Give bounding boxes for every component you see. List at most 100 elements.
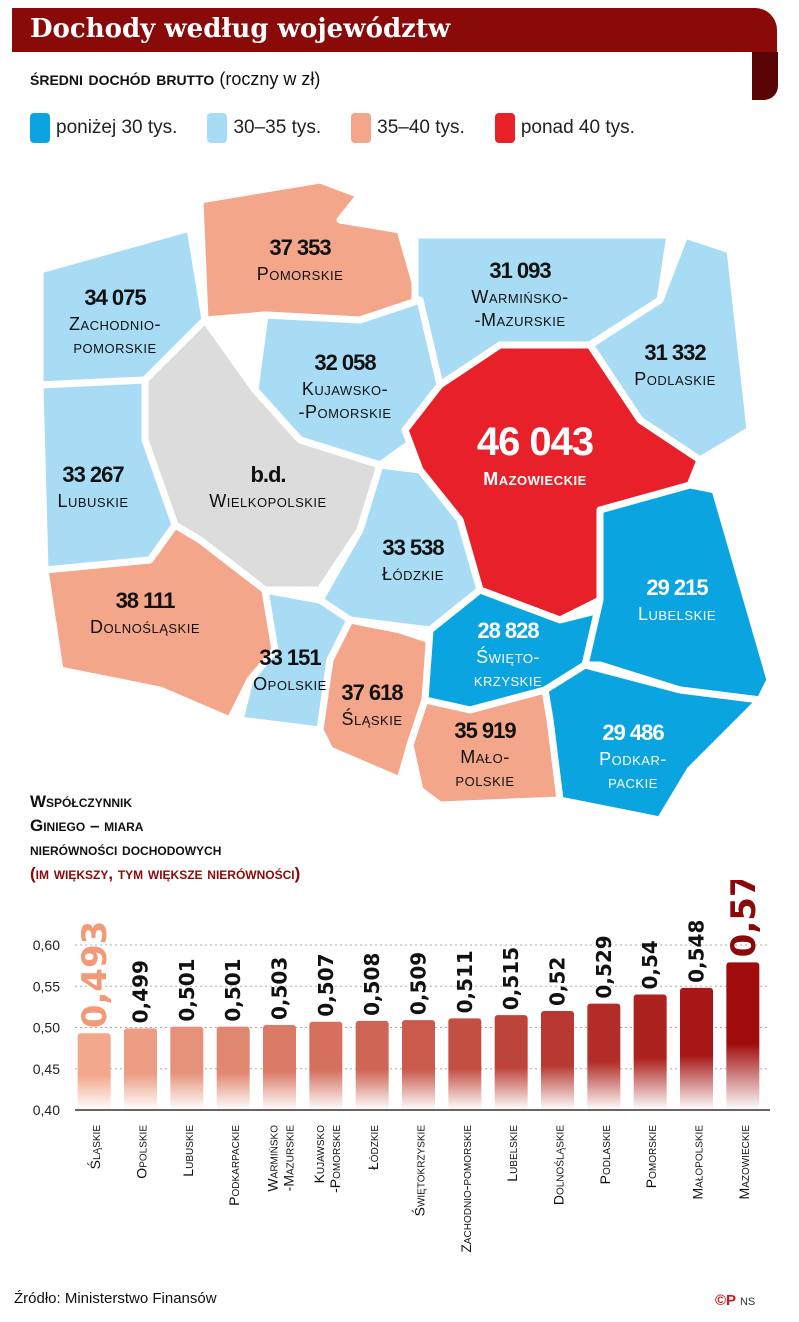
legend-item: poniżej 30 tys. — [30, 113, 177, 143]
region-name: packie — [608, 772, 658, 792]
logo-initials: NS — [739, 1296, 756, 1308]
gini-subtitle: (im większy, tym większe nierówności) — [30, 864, 301, 883]
bar — [77, 1033, 111, 1110]
region-name: Lubelskie — [638, 604, 716, 624]
region-value: 28 828 — [477, 618, 539, 643]
bar — [124, 1028, 157, 1110]
region-slaskie — [316, 616, 434, 784]
gini-title-line: Współczynnik — [30, 792, 133, 811]
region-name: Podkar- — [599, 749, 667, 769]
x-tick-label: -Mazurskie — [281, 1125, 297, 1192]
region-name: Mało- — [460, 747, 510, 767]
bar-value-label: 0,529 — [592, 935, 616, 998]
y-tick-label: 0,60 — [33, 937, 60, 953]
region-name: Lubuskie — [57, 491, 128, 511]
publisher-logo: ©P NS — [715, 1292, 755, 1309]
bar-value-label: 0,548 — [685, 920, 709, 983]
bar — [494, 1015, 528, 1110]
region-name: Mazowieckie — [483, 469, 587, 489]
x-tick-label: Małopolskie — [690, 1125, 706, 1200]
region-name: Podlaskie — [634, 369, 716, 389]
bar — [216, 1026, 250, 1110]
legend-swatch — [30, 113, 50, 143]
gini-bar-chart: 0,40 0,45 0,50 0,55 0,60 0,493 Śląskie 0,499 Opo… — [33, 880, 770, 1253]
region-name: polskie — [455, 770, 514, 790]
subtitle-unit: (roczny w zł) — [219, 69, 321, 89]
region-value: 29 486 — [602, 720, 664, 745]
bar — [263, 1025, 296, 1110]
bar-value-label: 0,507 — [314, 953, 338, 1016]
x-tick-label: Opolskie — [134, 1125, 150, 1179]
region-value: 46 043 — [477, 420, 593, 464]
bar — [309, 1021, 343, 1110]
region-name: Warmińsko- — [471, 287, 568, 307]
x-tick-label: Lubelskie — [504, 1125, 520, 1182]
title-banner — [12, 8, 777, 52]
bar-value-label: 0,511 — [453, 950, 477, 1013]
bar-value-label: 0,501 — [221, 958, 245, 1021]
bar-value-label: 0,493 — [75, 921, 115, 1029]
y-tick-label: 0,50 — [33, 1020, 60, 1036]
bar — [680, 987, 713, 1110]
y-tick-label: 0,45 — [33, 1061, 60, 1077]
page-title: Dochody według województw — [30, 14, 451, 44]
bar — [726, 962, 760, 1110]
region-value: 33 267 — [62, 462, 124, 487]
region-name: Zachodnio- — [69, 314, 161, 334]
bar — [355, 1020, 389, 1110]
region-name: -Pomorskie — [298, 402, 391, 422]
logo-mark: ©P — [715, 1292, 737, 1309]
legend: poniżej 30 tys. 30–35 tys. 35–40 tys. po… — [30, 113, 665, 143]
legend-label: 35–40 tys. — [377, 117, 465, 138]
banner-fold — [752, 52, 778, 100]
region-name: Święto- — [476, 646, 540, 667]
x-tick-label: Dolnośląskie — [551, 1125, 567, 1205]
region-value: b.d. — [250, 462, 285, 487]
legend-label: 30–35 tys. — [233, 117, 322, 138]
bar — [448, 1018, 482, 1110]
x-tick-label: Mazowieckie — [736, 1125, 752, 1200]
x-tick-label: Śląskie — [86, 1125, 103, 1170]
gini-title-line: nierówności dochodowych — [30, 840, 222, 859]
region-malopolskie — [406, 686, 564, 809]
bar — [541, 1011, 574, 1110]
region-value: 37 353 — [269, 235, 331, 260]
x-tick-label: Zachodnio-pomorskie — [458, 1125, 474, 1253]
gini-title-line: Giniego – miara — [30, 816, 144, 835]
region-name: Opolskie — [253, 674, 327, 694]
x-tick-label: Warmińsko — [265, 1125, 281, 1192]
bar — [633, 994, 667, 1110]
region-pomorskie — [196, 176, 424, 324]
legend-swatch — [494, 113, 515, 143]
bar-value-label: 0,508 — [360, 953, 384, 1016]
bar-value-label: 0,503 — [268, 957, 292, 1020]
region-value: 35 919 — [454, 718, 516, 743]
region-name: Kujawsko- — [302, 379, 388, 399]
region-name: Dolnośląskie — [90, 617, 200, 637]
region-value: 29 215 — [646, 575, 708, 600]
bar-value-label: 0,515 — [499, 947, 523, 1010]
x-tick-label: Świętokrzyskie — [411, 1125, 428, 1217]
subtitle-bold: Średni dochód brutto — [30, 68, 215, 90]
region-name: krzyskie — [474, 670, 542, 690]
x-tick-label: Podkarpackie — [226, 1125, 242, 1206]
bar-value-label: 0,52 — [546, 957, 570, 1006]
bar — [402, 1020, 435, 1110]
legend-label: ponad 40 tys. — [520, 117, 635, 138]
region-name: Łódzkie — [382, 564, 444, 584]
y-tick-label: 0,55 — [33, 978, 60, 994]
region-name: -Mazurskie — [474, 310, 565, 330]
region-value: 37 618 — [341, 680, 403, 705]
region-name: Śląskie — [341, 708, 402, 729]
x-tick-label: Łódzkie — [365, 1125, 381, 1170]
region-name: Pomorskie — [257, 264, 344, 284]
region-value: 38 111 — [116, 588, 176, 613]
y-tick-label: 0,40 — [33, 1102, 60, 1118]
legend-item: ponad 40 tys. — [494, 113, 635, 143]
region-value: 32 058 — [314, 350, 376, 375]
bar — [170, 1026, 204, 1110]
gini-title: Współczynnik Giniego – miara nierówności… — [30, 790, 300, 886]
region-name: pomorskie — [73, 337, 156, 357]
legend-swatch — [351, 113, 372, 143]
legend-label: poniżej 30 tys. — [56, 117, 178, 138]
